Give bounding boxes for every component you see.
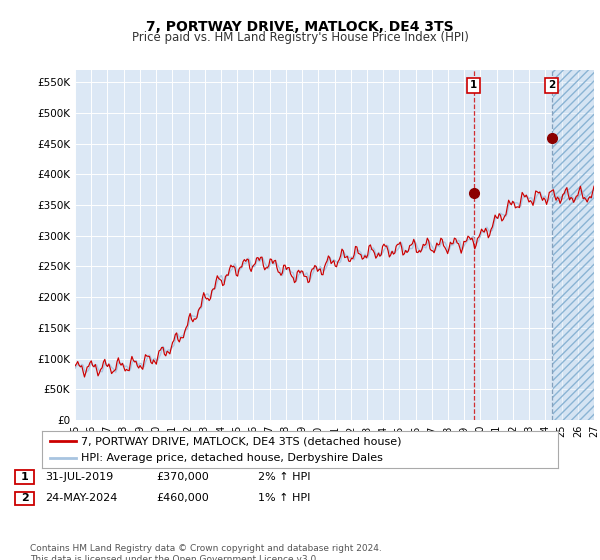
Text: 1: 1: [21, 472, 28, 482]
Bar: [553, 70, 594, 420]
Text: 31-JUL-2019: 31-JUL-2019: [45, 472, 113, 482]
Text: 7, PORTWAY DRIVE, MATLOCK, DE4 3TS: 7, PORTWAY DRIVE, MATLOCK, DE4 3TS: [146, 20, 454, 34]
Text: 7, PORTWAY DRIVE, MATLOCK, DE4 3TS (detached house): 7, PORTWAY DRIVE, MATLOCK, DE4 3TS (deta…: [80, 436, 401, 446]
Text: Price paid vs. HM Land Registry's House Price Index (HPI): Price paid vs. HM Land Registry's House …: [131, 31, 469, 44]
Text: £460,000: £460,000: [156, 493, 209, 503]
Text: 2: 2: [548, 81, 555, 91]
Text: HPI: Average price, detached house, Derbyshire Dales: HPI: Average price, detached house, Derb…: [80, 453, 383, 463]
Text: 24-MAY-2024: 24-MAY-2024: [45, 493, 118, 503]
Text: £370,000: £370,000: [156, 472, 209, 482]
Text: 1: 1: [470, 81, 477, 91]
Text: 1% ↑ HPI: 1% ↑ HPI: [258, 493, 310, 503]
Text: 2: 2: [21, 493, 28, 503]
Text: Contains HM Land Registry data © Crown copyright and database right 2024.
This d: Contains HM Land Registry data © Crown c…: [30, 544, 382, 560]
Text: 2% ↑ HPI: 2% ↑ HPI: [258, 472, 311, 482]
Bar: [553, 70, 594, 420]
